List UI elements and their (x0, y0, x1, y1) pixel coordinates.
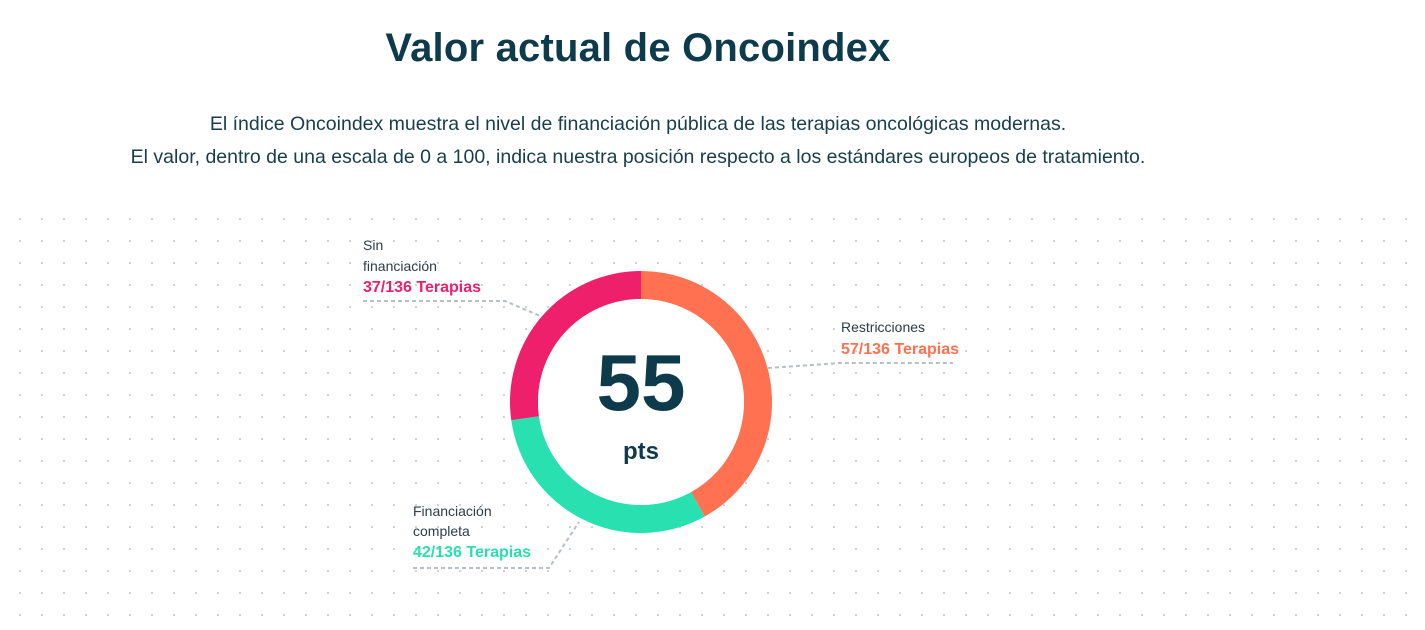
donut-slices (509, 271, 772, 533)
callout-sin-financiacion-label-2: financiación (363, 258, 437, 274)
callout-sin-financiacion-label-1: Sin (363, 237, 383, 253)
donut-slice-2 (509, 271, 641, 421)
center-value: 55 (597, 338, 686, 427)
leader-line-1 (767, 362, 953, 369)
callout-financiacion-completa: Financiación completa 42/136 Terapias (413, 503, 531, 561)
callout-restricciones-value: 57/136 Terapias (841, 341, 959, 358)
callout-financiacion-completa-label-2: completa (413, 523, 470, 539)
callout-restricciones-label: Restricciones (841, 319, 925, 335)
callout-sin-financiacion: Sin financiación 37/136 Terapias (363, 237, 481, 296)
leader-line-0 (363, 300, 546, 319)
callout-sin-financiacion-value: 37/136 Terapias (363, 279, 481, 296)
page-title: Valor actual de Oncoindex (385, 26, 891, 70)
donut-inner-fill (538, 299, 744, 505)
description-line-1: El índice Oncoindex muestra el nivel de … (209, 113, 1067, 135)
leader-line-2 (413, 521, 580, 569)
description-line-2: El valor, dentro de una escala de 0 a 10… (130, 146, 1146, 168)
callout-restricciones: Restricciones 57/136 Terapias (841, 319, 959, 358)
callout-financiacion-completa-value: 42/136 Terapias (413, 544, 531, 561)
center-unit: pts (623, 438, 659, 465)
leader-lines (363, 300, 953, 569)
donut-slice-1 (511, 416, 705, 533)
donut-slice-0 (641, 271, 772, 517)
callout-financiacion-completa-label-1: Financiación (413, 503, 492, 519)
